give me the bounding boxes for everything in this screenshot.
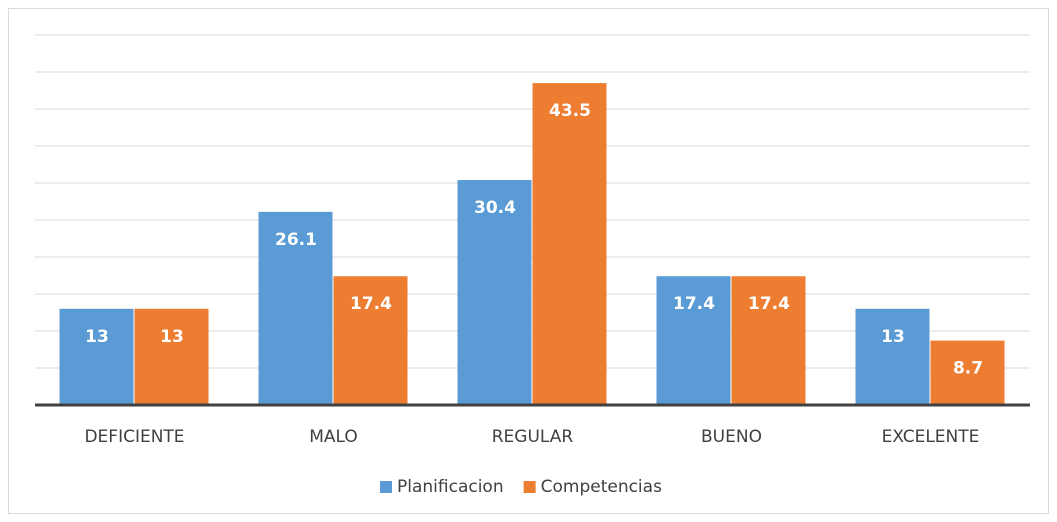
x-tick-label: BUENO: [701, 427, 762, 447]
x-tick-label: EXCELENTE: [882, 427, 980, 447]
bar: [258, 211, 333, 405]
legend-swatch: [380, 481, 392, 493]
data-label: 26.1: [275, 230, 317, 250]
x-tick-label: DEFICIENTE: [84, 427, 184, 447]
bar: [333, 276, 408, 405]
bar: [855, 308, 930, 405]
legend-label: Competencias: [541, 477, 662, 497]
bar: [731, 276, 806, 405]
data-label: 17.4: [350, 294, 392, 314]
data-label: 13: [881, 327, 905, 347]
bar: [930, 340, 1005, 405]
data-label: 17.4: [748, 294, 790, 314]
bar: [134, 308, 209, 405]
x-tick-label: MALO: [309, 427, 358, 447]
bar: [532, 83, 607, 405]
bar: [656, 276, 731, 405]
data-label: 13: [85, 327, 109, 347]
legend-label: Planificacion: [397, 477, 504, 497]
data-label: 17.4: [673, 294, 715, 314]
data-label: 13: [160, 327, 184, 347]
data-label: 43.5: [549, 101, 591, 121]
bar: [59, 308, 134, 405]
legend-swatch: [523, 481, 536, 493]
x-tick-label: REGULAR: [492, 427, 574, 447]
bar: [457, 180, 532, 405]
data-label: 30.4: [474, 198, 516, 218]
data-label: 8.7: [953, 359, 983, 379]
